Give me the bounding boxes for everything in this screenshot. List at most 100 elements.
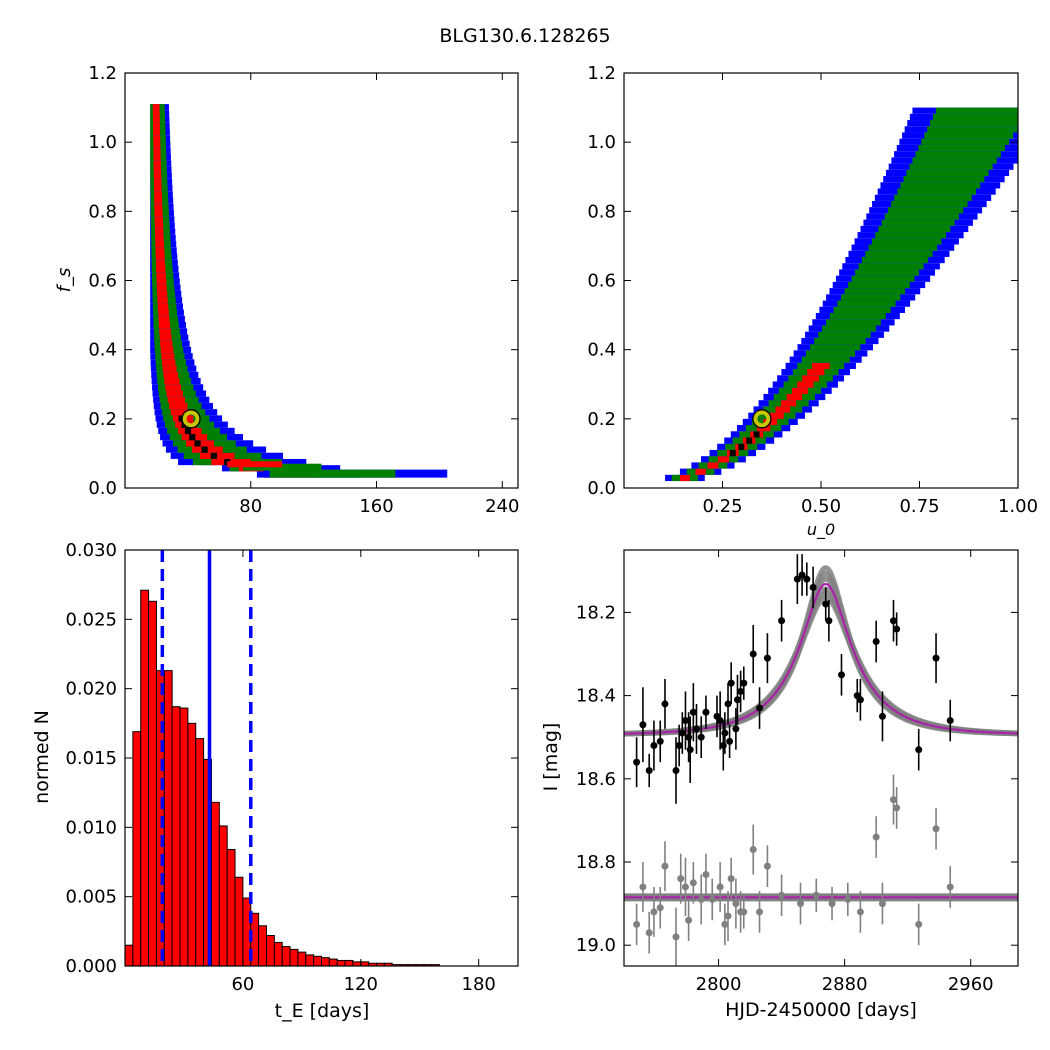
p2-map-cell xyxy=(903,176,985,183)
p4-data-point xyxy=(778,617,786,625)
p3-ytick-label: 0.020 xyxy=(65,679,117,700)
p4-data-point xyxy=(793,575,801,583)
p4-residual-point xyxy=(721,920,729,928)
p1-map-cell xyxy=(154,185,162,192)
p2-map-cell xyxy=(930,120,1018,127)
p4-residual-point xyxy=(878,900,886,908)
p3-histogram-bar xyxy=(124,944,134,967)
p4-ytick-label: 18.2 xyxy=(576,602,616,623)
p4-residual-point xyxy=(946,883,954,891)
p3-ylabel: normed N xyxy=(31,710,53,804)
p2-map-cell xyxy=(871,238,942,245)
p3-ylabel-text: normed N xyxy=(31,710,53,804)
p4-residual-point xyxy=(650,908,658,916)
p2-map-cell xyxy=(851,275,915,282)
p1-map-cell xyxy=(169,402,188,410)
p3-histogram-bar xyxy=(132,731,142,967)
p2-map-cell xyxy=(915,151,1001,158)
p2-map-cell xyxy=(878,225,951,233)
p2-map-cell xyxy=(818,331,871,338)
p1-ylabel: f_s xyxy=(54,268,75,293)
p1-ylabel-text: f_s xyxy=(54,268,75,293)
p1-map-cell xyxy=(153,147,161,154)
p4-data-point xyxy=(678,729,686,737)
p4-residual-point xyxy=(844,895,852,903)
panel-fs-vs-te: f_s 80 160 240 0.0 0.2 0.4 0.6 0.8 1.0 1.2 xyxy=(54,63,519,517)
p1-map-cell xyxy=(153,135,161,142)
p1-map-cell xyxy=(156,265,166,273)
p2-map-cell xyxy=(935,107,1018,114)
p1-map-cell xyxy=(153,153,161,161)
p1-ytick-label: 1.2 xyxy=(88,63,117,84)
p4-residual-point xyxy=(689,879,697,887)
p4-data-point xyxy=(740,679,748,687)
p4-frame xyxy=(623,549,1019,967)
p2-map-cell xyxy=(897,188,977,195)
p2-map-best-cell xyxy=(753,431,760,438)
p2-map-cell xyxy=(912,157,997,164)
p4-data-point xyxy=(825,617,833,625)
p2-map-cell xyxy=(875,232,946,239)
p4-residual-point xyxy=(749,846,757,854)
p1-xtick-label: 240 xyxy=(485,496,519,517)
p4-data-point xyxy=(702,708,710,716)
p3-histogram-bar xyxy=(344,959,354,967)
p1-map-best-cell xyxy=(189,434,196,441)
p3-histogram-bar xyxy=(218,825,228,967)
p4-ytick-label: 19.0 xyxy=(576,935,616,956)
p3-histogram-bar xyxy=(289,948,299,967)
p4-residual-point xyxy=(732,900,740,908)
p4-residual-point xyxy=(672,933,680,941)
p1-map-cell xyxy=(158,309,169,316)
p4-data-point xyxy=(639,721,647,729)
p1-map-best-cell xyxy=(201,446,208,453)
p4-residual-point xyxy=(708,895,716,903)
p4-data-point xyxy=(656,737,664,745)
p2-map-cell xyxy=(826,319,881,326)
p1-best-fit-marker xyxy=(182,410,200,428)
p3-xtick-label: 60 xyxy=(231,974,254,995)
p2-ytick-label: 0.8 xyxy=(587,201,616,222)
p4-residual-point xyxy=(756,908,764,916)
p3-histogram-bar xyxy=(234,876,244,967)
p4-data-point xyxy=(798,571,806,579)
p4-data-point xyxy=(732,725,740,733)
p2-map-cell xyxy=(861,256,929,264)
p3-ytick-label: 0.015 xyxy=(65,748,117,769)
p4-xtick-label: 2960 xyxy=(948,974,994,995)
p1-map-cell xyxy=(162,365,177,372)
p3-histogram-bar xyxy=(305,954,315,967)
p1-map-cell xyxy=(153,172,162,179)
p1-map-cell xyxy=(153,160,161,167)
p1-map-cell xyxy=(155,247,165,254)
p1-map-cell xyxy=(157,297,168,304)
p4-data-point xyxy=(692,725,700,733)
p2-map-cell xyxy=(811,362,830,370)
p2-map-cell xyxy=(865,250,933,257)
p3-histogram-bar xyxy=(273,941,283,967)
p4-data-point xyxy=(763,654,771,662)
p3-histogram-bar xyxy=(336,959,346,967)
p2-map-best-cell xyxy=(729,449,736,457)
p4-data-point xyxy=(681,717,689,725)
p1-map-cell xyxy=(167,396,185,403)
p4-data-point xyxy=(733,696,741,704)
p4-model-curve xyxy=(624,582,1018,735)
panel-lightcurve: I [mag] HJD-2450000 [days] 2800 2880 2960 1… xyxy=(540,549,1019,1021)
p4-residual-point xyxy=(724,912,732,920)
p1-map-cell xyxy=(155,241,165,248)
p2-xtick-label: 1.00 xyxy=(998,496,1038,517)
p2-map-cell xyxy=(802,375,819,382)
p2-xtick-label: 0.25 xyxy=(702,496,742,517)
p2-map-cell xyxy=(921,138,1010,145)
p4-data-point xyxy=(915,746,923,754)
p4-residual-point xyxy=(812,891,820,899)
p4-residual-point xyxy=(639,883,647,891)
p2-map-cell xyxy=(932,113,1018,121)
p2-map-cell xyxy=(833,306,891,313)
p4-data-point xyxy=(697,733,705,741)
p2-map-cell xyxy=(769,412,784,419)
p2-xlabel: u_0 xyxy=(807,520,835,540)
p1-map-cell xyxy=(199,452,235,459)
p4-data-point xyxy=(726,737,734,745)
